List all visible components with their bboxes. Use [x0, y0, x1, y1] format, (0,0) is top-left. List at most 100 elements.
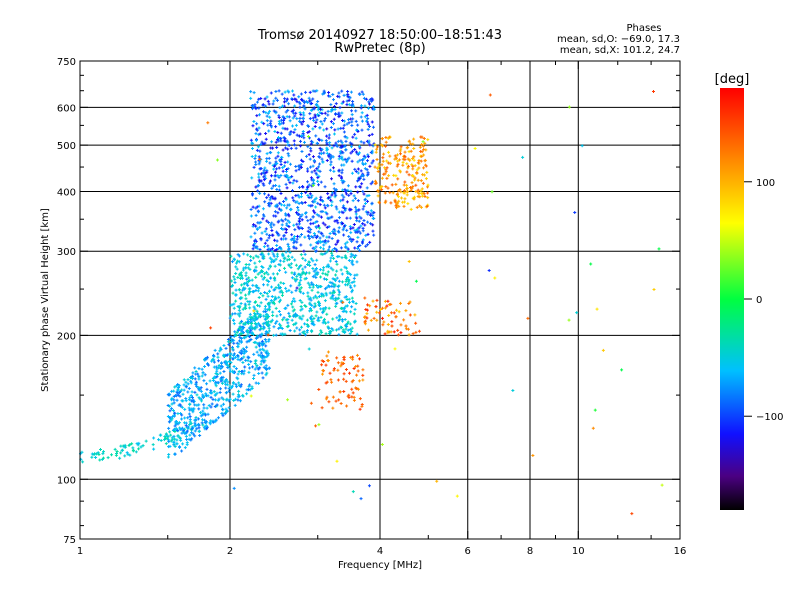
data-point — [268, 204, 272, 208]
data-point — [347, 121, 351, 125]
data-point — [371, 211, 375, 215]
data-point — [351, 238, 355, 242]
data-point — [321, 234, 325, 238]
data-point — [366, 212, 370, 216]
data-point — [261, 213, 265, 217]
data-point — [329, 103, 333, 107]
data-point — [197, 403, 201, 407]
data-point — [396, 201, 400, 205]
data-point — [268, 121, 272, 125]
data-point — [283, 117, 287, 121]
data-point — [250, 322, 254, 326]
data-point — [309, 146, 313, 150]
data-point — [309, 243, 313, 247]
data-point — [399, 331, 403, 335]
data-point — [227, 399, 231, 403]
data-point — [283, 160, 287, 164]
data-point — [298, 328, 302, 332]
data-point — [414, 279, 418, 283]
data-point — [261, 103, 265, 107]
data-point — [193, 421, 197, 425]
data-point — [188, 433, 192, 437]
data-point — [335, 356, 339, 360]
data-point — [310, 288, 314, 292]
data-point — [295, 179, 299, 183]
data-point — [242, 372, 246, 376]
data-point — [171, 408, 175, 412]
data-point — [330, 254, 334, 258]
data-point — [299, 139, 303, 143]
data-point — [101, 452, 105, 456]
data-point — [315, 141, 319, 145]
data-point — [297, 227, 301, 231]
data-point — [293, 322, 297, 326]
data-point — [192, 407, 196, 411]
data-point — [203, 421, 207, 425]
data-point — [398, 149, 402, 153]
data-point — [247, 339, 251, 343]
data-point — [394, 204, 398, 208]
data-point — [239, 352, 243, 356]
data-point — [277, 300, 281, 304]
data-point — [303, 235, 307, 239]
data-point — [335, 301, 339, 305]
data-point — [348, 216, 352, 220]
data-point — [269, 119, 273, 123]
data-point — [318, 198, 322, 202]
data-point — [394, 308, 398, 312]
data-point — [373, 182, 377, 186]
data-point — [362, 96, 366, 100]
data-point — [189, 379, 193, 383]
data-point — [299, 120, 303, 124]
data-point — [363, 167, 367, 171]
data-point — [183, 446, 187, 450]
data-point — [273, 248, 277, 252]
data-point — [370, 132, 374, 136]
data-point — [309, 204, 313, 208]
data-point — [412, 197, 416, 201]
data-point — [368, 102, 372, 106]
data-point — [415, 168, 419, 172]
data-point — [95, 452, 99, 456]
data-point — [361, 238, 365, 242]
data-point — [332, 227, 336, 231]
y-tick-label: 500 — [57, 141, 76, 152]
data-point — [319, 329, 323, 333]
data-point — [334, 399, 338, 403]
data-point — [271, 184, 275, 188]
data-point — [250, 154, 254, 158]
data-point — [125, 451, 129, 455]
data-point — [300, 149, 304, 153]
data-point — [367, 484, 371, 488]
data-point — [319, 252, 323, 256]
data-point — [255, 100, 259, 104]
data-point — [267, 236, 271, 240]
data-point — [216, 355, 220, 359]
data-point — [255, 128, 259, 132]
data-point — [177, 391, 181, 395]
data-point — [331, 268, 335, 272]
data-point — [240, 357, 244, 361]
data-point — [92, 453, 96, 457]
data-point — [273, 276, 277, 280]
data-point — [309, 257, 313, 261]
data-point — [334, 304, 338, 308]
data-point — [342, 195, 346, 199]
data-point — [99, 447, 103, 451]
data-point — [200, 421, 204, 425]
data-point — [350, 120, 354, 124]
data-point — [314, 171, 318, 175]
data-point — [234, 382, 238, 386]
data-point — [301, 267, 305, 271]
data-point — [254, 160, 258, 164]
data-point — [383, 191, 387, 195]
data-point — [285, 222, 289, 226]
data-point — [575, 311, 579, 315]
data-point — [244, 262, 248, 266]
data-point — [256, 255, 260, 259]
data-point — [280, 327, 284, 331]
data-point — [289, 262, 293, 266]
data-point — [293, 114, 297, 118]
data-point — [379, 143, 383, 147]
data-point — [362, 192, 366, 196]
